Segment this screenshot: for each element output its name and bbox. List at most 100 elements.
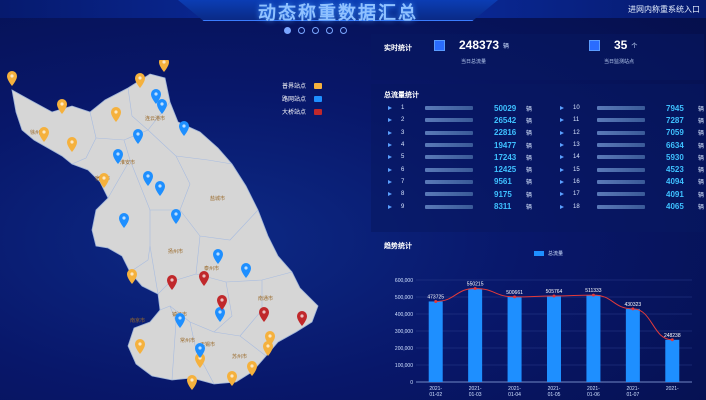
legend-label: 普界站点 [282,84,307,90]
station-pin-icon[interactable] [259,307,269,322]
rank-row[interactable]: 5 17243 辆 [388,151,532,163]
rank-row[interactable]: 2 26542 辆 [388,114,532,126]
rank-row[interactable]: 4 19477 辆 [388,139,532,151]
rank-row[interactable]: 16 4094 辆 [560,176,704,188]
city-label: 扬州市 [168,248,183,255]
carousel-indicator [284,27,347,34]
legend-item[interactable]: 路网站点 [282,92,322,105]
station-pin-icon[interactable] [57,99,67,114]
rank-value: 9561 [494,177,512,187]
legend-item[interactable]: 普界站点 [282,79,322,92]
rank-row[interactable]: 15 4523 辆 [560,163,704,175]
data-label: 248238 [664,333,681,339]
station-pin-icon[interactable] [175,313,185,328]
bar[interactable] [468,288,483,382]
carousel-dot-2[interactable] [298,27,305,34]
line-point[interactable] [473,286,477,290]
rank-row[interactable]: 11 7287 辆 [560,114,704,126]
bar[interactable] [665,339,680,382]
rank-row[interactable]: 14 5930 辆 [560,151,704,163]
rank-value: 4523 [666,165,684,175]
rank-value: 7059 [666,128,684,138]
rank-row[interactable]: 13 6634 辆 [560,139,704,151]
carousel-dot-4[interactable] [326,27,333,34]
station-pin-icon[interactable] [155,181,165,196]
realtime-panel [371,34,704,80]
station-pin-icon[interactable] [297,311,307,326]
x-tick-label: 01-07 [626,392,639,398]
trend-chart[interactable]: 0 100,000 200,000 300,000 400,000 500,000 600,… [372,262,702,400]
rank-row[interactable]: 8 9175 辆 [388,188,532,200]
carousel-dot-1[interactable] [284,27,291,34]
line-point[interactable] [670,338,674,342]
station-pin-icon[interactable] [135,73,145,88]
rank-row[interactable]: 3 22816 辆 [388,127,532,139]
station-pin-icon[interactable] [179,121,189,136]
station-pin-icon[interactable] [113,149,123,164]
line-point[interactable] [552,294,556,298]
rank-row[interactable]: 9 8311 辆 [388,200,532,212]
line-point[interactable] [513,295,517,299]
station-pin-icon[interactable] [195,343,205,358]
rank-row[interactable]: 17 4091 辆 [560,188,704,200]
station-pin-icon[interactable] [241,263,251,278]
carousel-dot-3[interactable] [312,27,319,34]
system-entry-link[interactable]: 进网内称重系统入口 [628,5,700,14]
bar[interactable] [547,296,561,382]
station-pin-icon[interactable] [67,137,77,152]
station-pin-icon[interactable] [171,209,181,224]
rank-row[interactable]: 12 7059 辆 [560,127,704,139]
station-pin-icon[interactable] [151,89,161,104]
x-tick-label: 01-06 [587,392,600,398]
x-tick-label: 2021- [429,386,442,392]
data-label: 430323 [625,302,642,308]
station-pin-icon[interactable] [217,295,227,310]
rank-row[interactable]: 7 9561 辆 [388,176,532,188]
station-pin-icon[interactable] [227,371,237,386]
station-pin-icon[interactable] [111,107,121,122]
station-pin-icon[interactable] [119,213,129,228]
rank-row[interactable]: 18 4065 辆 [560,200,704,212]
y-tick-label: 200,000 [395,346,413,352]
bar[interactable] [586,295,601,382]
station-pin-icon[interactable] [143,171,153,186]
station-pin-icon[interactable] [187,375,197,390]
station-pin-icon[interactable] [213,249,223,264]
station-pin-icon[interactable] [265,331,275,346]
rank-row[interactable]: 10 7945 辆 [560,102,704,114]
station-pin-icon[interactable] [247,361,257,376]
station-pin-icon[interactable] [127,269,137,284]
station-pin-icon[interactable] [135,339,145,354]
carousel-dot-5[interactable] [340,27,347,34]
bar[interactable] [625,308,640,382]
bar[interactable] [428,301,443,382]
rank-number: 3 [401,129,405,136]
bar[interactable] [507,296,522,382]
city-label: 连云港市 [145,115,165,122]
jiangsu-map[interactable]: 徐州市 连云港市 宿迁市 淮安市 盐城市 扬州市 泰州市 南京市 镇江市 常州市… [0,60,340,400]
station-pin-icon[interactable] [215,307,225,322]
line-point[interactable] [631,307,635,311]
line-point[interactable] [591,293,595,297]
line-point[interactable] [434,299,438,303]
rank-value: 17243 [494,152,517,162]
rank-row[interactable]: 1 50029 辆 [388,102,532,114]
station-pin-icon[interactable] [167,275,177,290]
station-pin-icon[interactable] [99,173,109,188]
station-pin-icon[interactable] [199,271,209,286]
legend-item[interactable]: 大桥站点 [282,105,322,118]
monitor-label: 当日监测站点 [604,59,635,65]
station-pins[interactable] [7,60,307,390]
page-title: 动态称重数据汇总 [258,3,418,23]
station-pin-icon[interactable] [39,127,49,142]
chart-legend[interactable]: 总流量 [534,250,563,257]
station-pin-icon[interactable] [159,60,169,72]
x-tick-label: 2021- [469,386,482,392]
station-pin-icon[interactable] [133,129,143,144]
station-pin-icon[interactable] [157,99,167,114]
rank-row[interactable]: 6 12425 辆 [388,163,532,175]
station-pin-icon[interactable] [7,71,17,86]
x-tick-label: 01-04 [508,392,521,398]
title-plate [178,0,498,21]
rank-unit: 辆 [698,155,705,162]
